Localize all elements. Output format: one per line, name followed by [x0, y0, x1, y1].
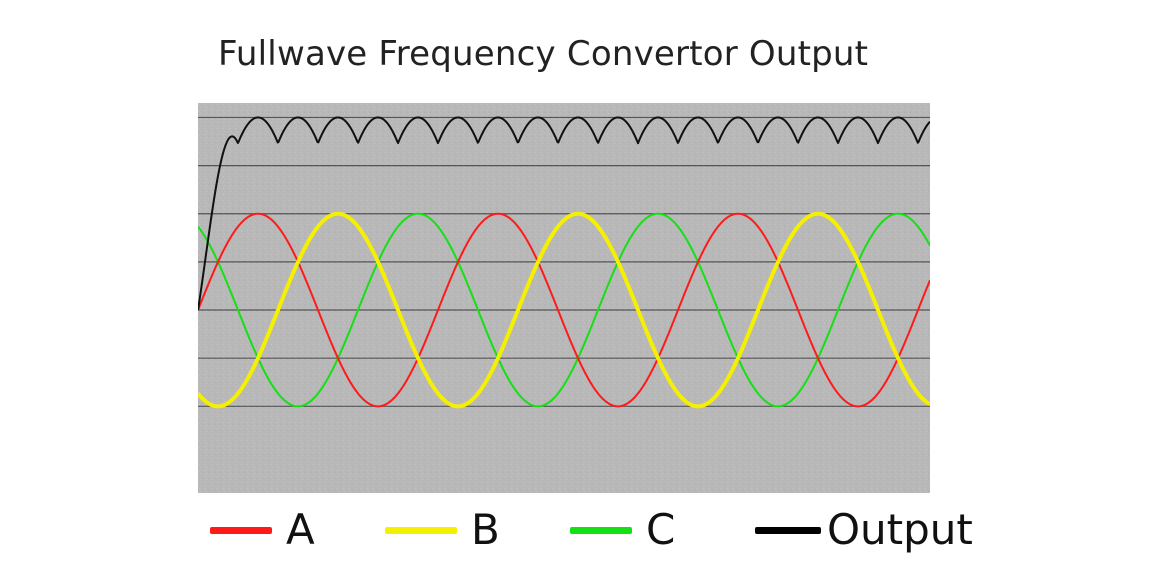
gridlines: [198, 116, 930, 407]
chart-title: Fullwave Frequency Convertor Output: [218, 34, 869, 74]
series-line-b: [198, 211, 930, 409]
legend: A B C Output: [0, 500, 1171, 560]
series-line-a: [198, 212, 930, 408]
legend-item-c: C: [570, 500, 675, 560]
legend-item-b: B: [385, 500, 500, 560]
series-line-c: [198, 212, 930, 408]
legend-swatch-c: [570, 526, 632, 534]
legend-label-output: Output: [827, 505, 973, 554]
legend-swatch-output: [755, 526, 821, 534]
series-line-output: [198, 116, 930, 311]
legend-item-output: Output: [755, 500, 973, 560]
plot-background: [198, 103, 930, 493]
legend-label-b: B: [471, 505, 500, 554]
legend-swatch-a: [210, 526, 272, 534]
legend-item-a: A: [210, 500, 315, 560]
legend-label-a: A: [286, 505, 315, 554]
legend-swatch-b: [385, 526, 457, 534]
plot-area: [198, 103, 930, 493]
plot-svg: [198, 103, 930, 493]
series-lines: [198, 116, 930, 409]
legend-label-c: C: [646, 505, 676, 554]
